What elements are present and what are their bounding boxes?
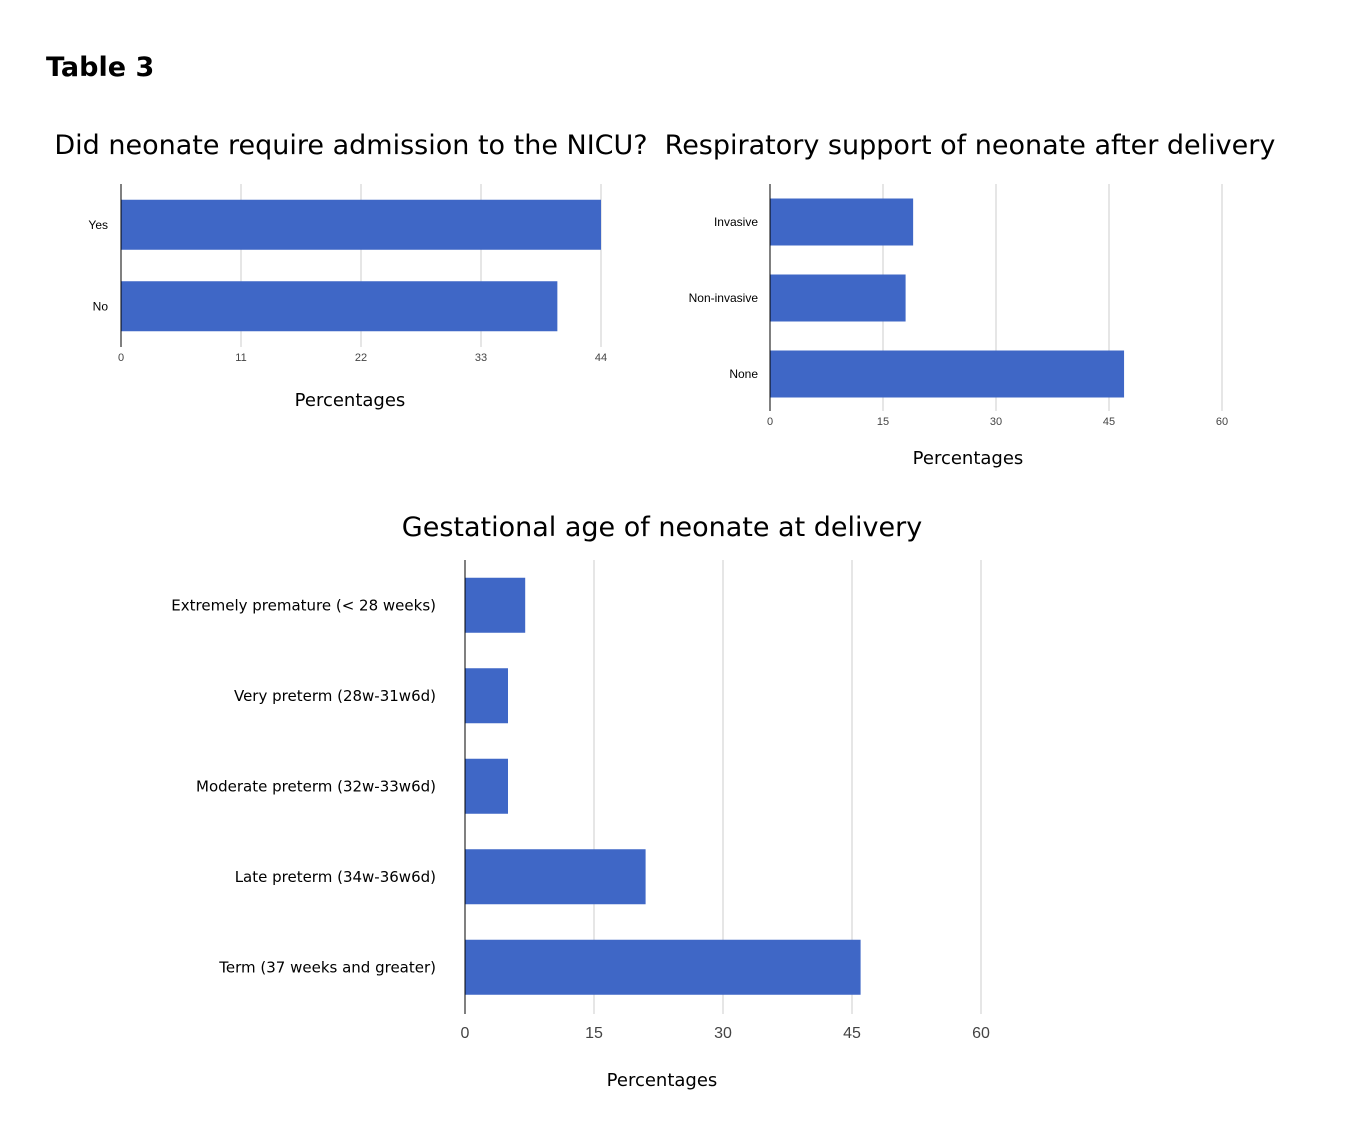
chart-2-category-label: Invasive (714, 215, 758, 229)
chart-3-x-tick-label: 30 (714, 1025, 732, 1042)
chart-3-bar (465, 577, 526, 633)
chart-1-plot: 0 11 22 33 44 Yes No (88, 184, 607, 364)
chart-1-x-tick-label: 11 (235, 352, 246, 364)
chart-3-x-tick-label: 15 (585, 1025, 603, 1042)
chart-2-title: Respiratory support of neonate after del… (664, 130, 1276, 161)
chart-1-x-tick-label: 0 (118, 352, 124, 364)
chart-1-bar (121, 281, 558, 332)
chart-3-x-tick-label: 60 (972, 1025, 990, 1042)
chart-3-bar (465, 939, 861, 995)
chart-2-x-tick-label: 45 (1103, 416, 1115, 428)
chart-3-title: Gestational age of neonate at delivery (401, 512, 923, 543)
chart-2-category-label: None (729, 367, 758, 381)
chart-3-category-label: Late preterm (34w-36w6d) (235, 868, 436, 886)
chart-1-bar (121, 199, 601, 250)
chart-3-x-tick-label: 45 (843, 1025, 861, 1042)
page-title: Table 3 (46, 52, 155, 83)
chart-3-category-label: Term (37 weeks and greater) (218, 959, 436, 977)
chart-2-x-tick-label: 60 (1216, 416, 1228, 428)
chart-2-x-tick-label: 0 (767, 416, 773, 428)
chart-3-x-axis-title: Percentages (606, 1070, 718, 1091)
chart-3-category-label: Extremely premature (< 28 weeks) (171, 597, 436, 615)
chart-1-category-label: No (93, 299, 109, 313)
chart-2-x-tick-label: 15 (877, 416, 889, 428)
chart-2-plot: 0 15 30 45 60 Invasive Non-invasive None (689, 184, 1228, 428)
chart-1-x-tick-label: 33 (475, 352, 487, 364)
chart-2-x-axis-title: Percentages (912, 448, 1024, 469)
chart-2-bar (770, 198, 914, 246)
chart-3-category-label: Moderate preterm (32w-33w6d) (196, 778, 436, 796)
chart-3-x-tick-label: 0 (461, 1025, 470, 1042)
chart-3-plot: 0 15 30 45 60 Extremely premature (< 28 weeks… (171, 560, 990, 1042)
chart-1-x-tick-label: 44 (595, 352, 607, 364)
chart-1-x-axis-title: Percentages (294, 390, 406, 411)
chart-1-title: Did neonate require admission to the NIC… (54, 130, 648, 161)
chart-3-bar (465, 668, 508, 724)
chart-3-bar (465, 849, 646, 905)
chart-2-category-label: Non-invasive (689, 291, 759, 305)
chart-3-category-label: Very preterm (28w-31w6d) (234, 687, 436, 705)
chart-2-bar (770, 274, 906, 322)
chart-3-bar (465, 758, 508, 814)
chart-2-bar (770, 350, 1125, 398)
chart-2-x-tick-label: 30 (990, 416, 1002, 428)
chart-1-category-label: Yes (88, 218, 108, 232)
chart-1-x-tick-label: 22 (355, 352, 367, 364)
